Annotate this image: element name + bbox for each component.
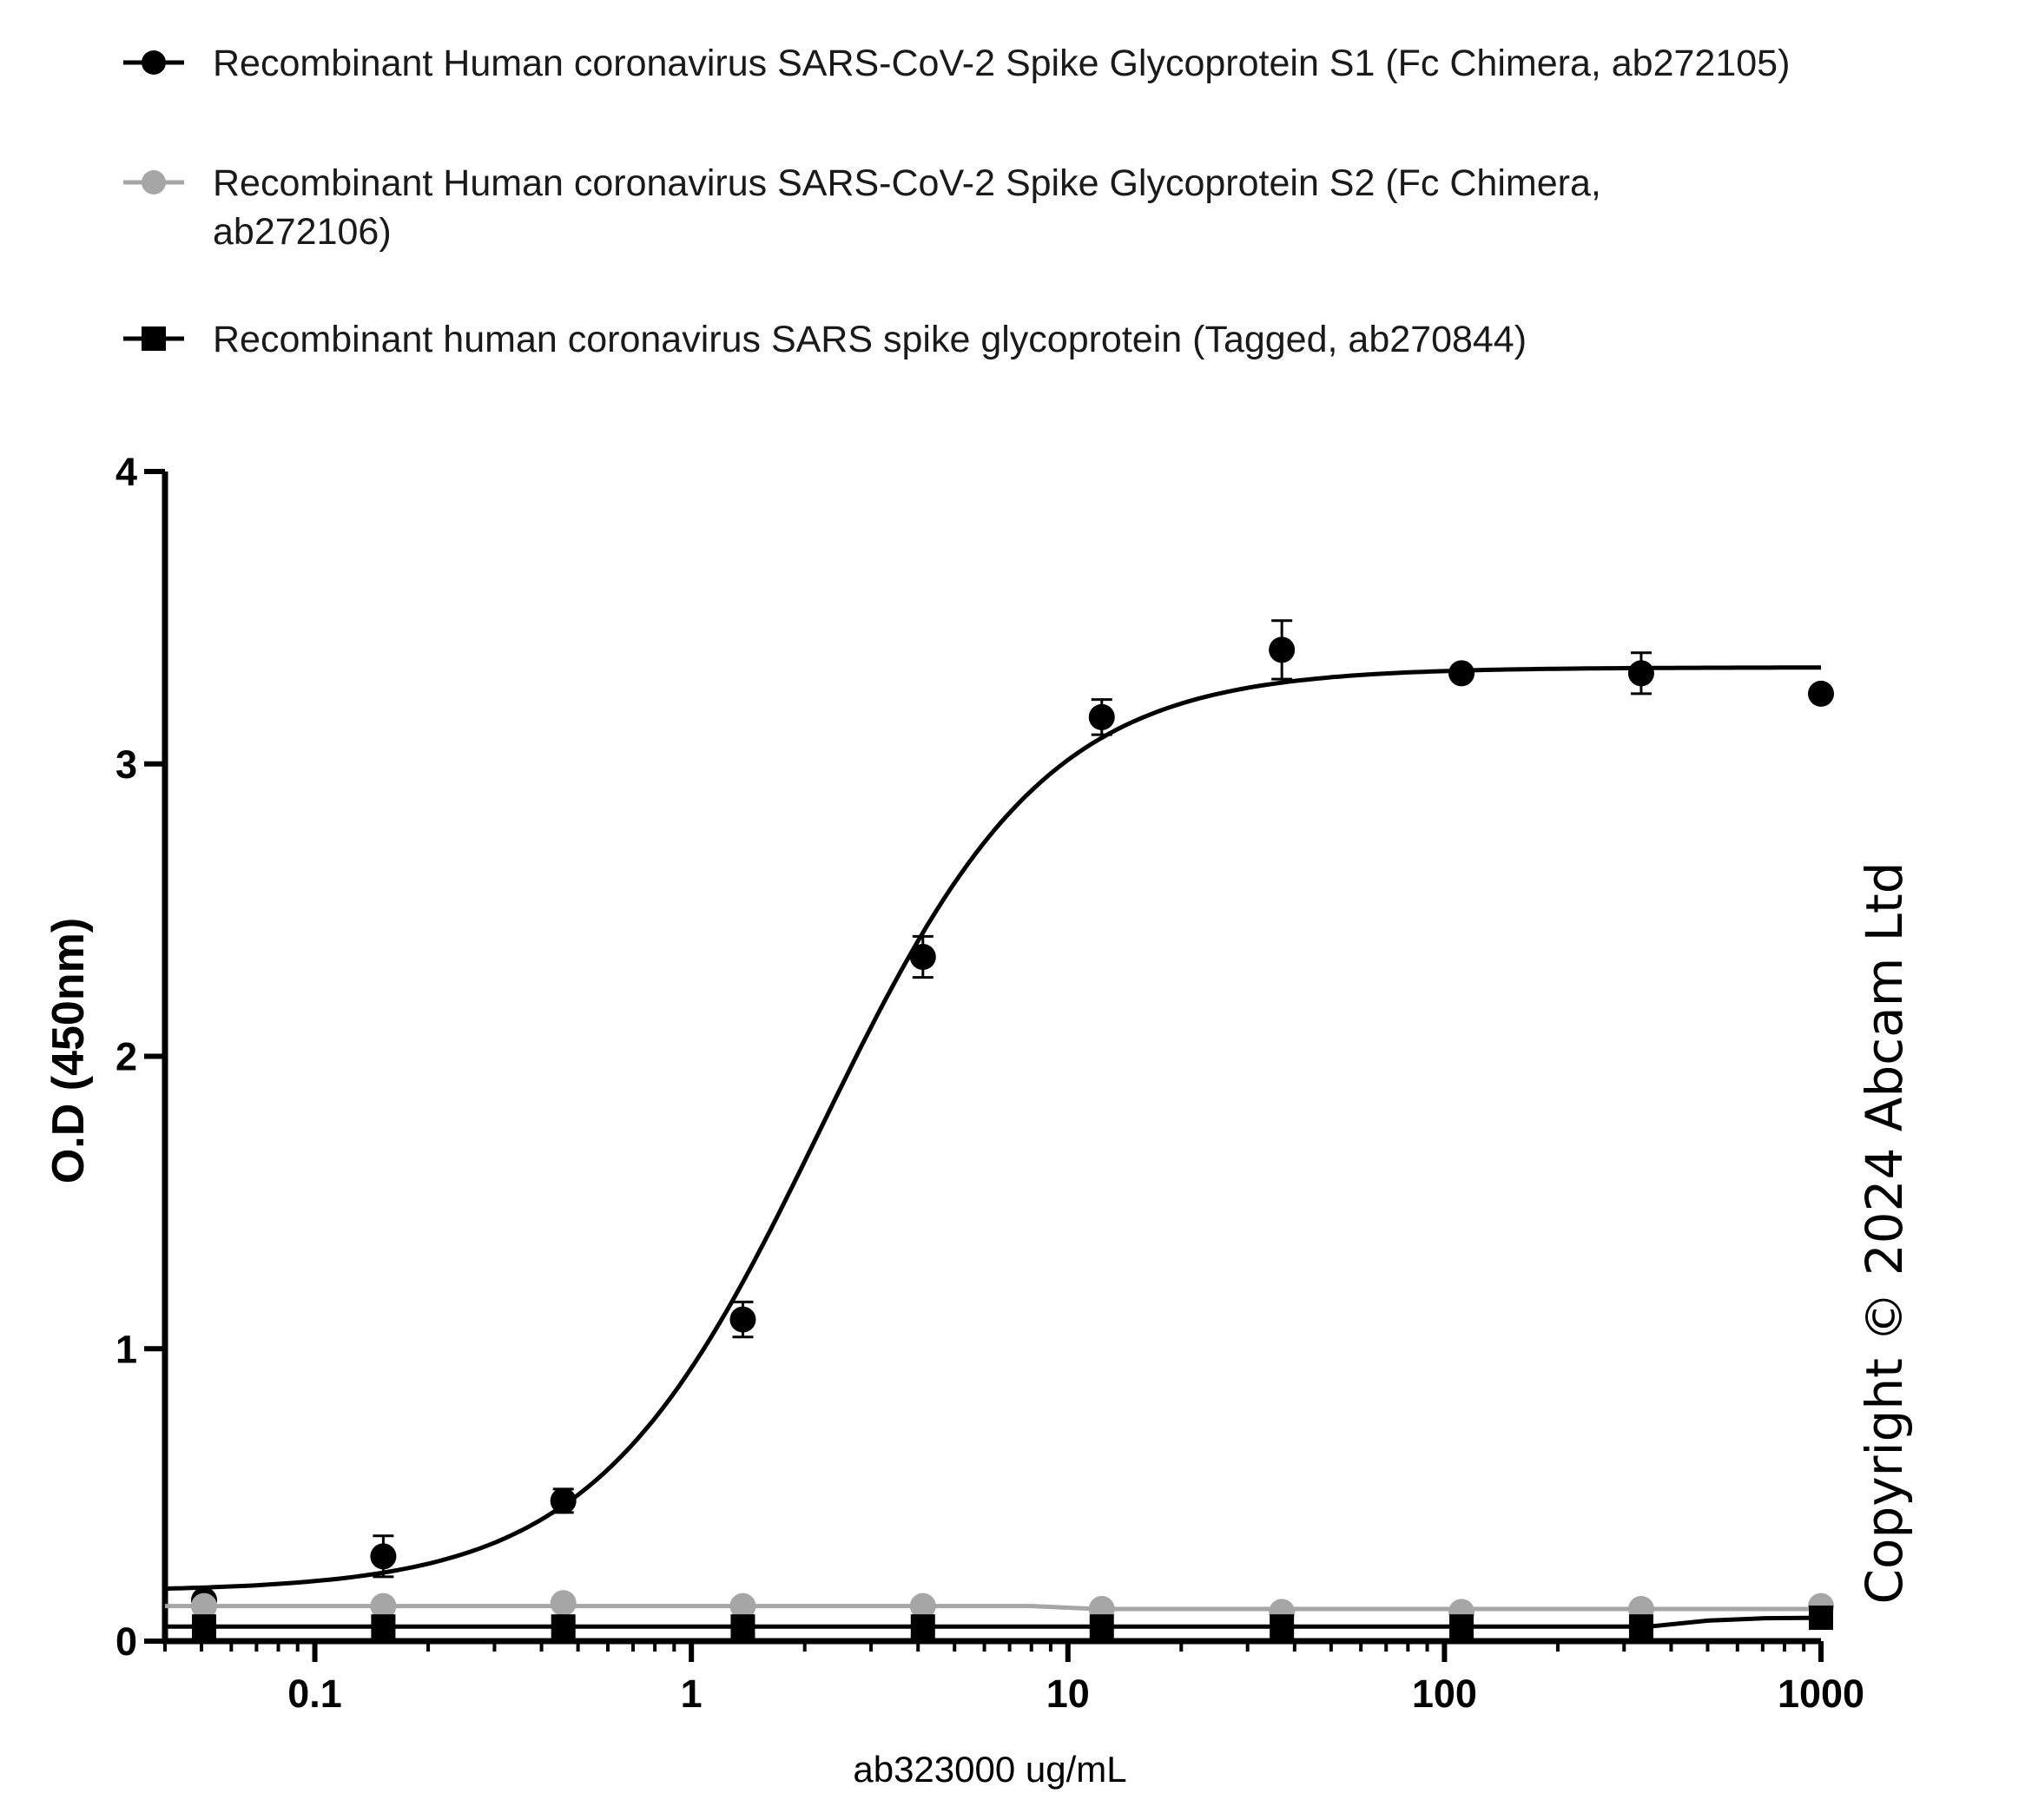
data-point-series-3 [730,1614,755,1639]
data-point-series-3 [1449,1614,1475,1639]
legend-label: Recombinant human coronavirus SARS spike… [213,319,1527,360]
legend-label: Recombinant Human coronavirus SARS-CoV-2… [213,43,1790,84]
x-tick-label: 1 [681,1672,703,1716]
data-point-series-2 [909,1592,936,1619]
data-point-series-3 [1809,1606,1833,1631]
copyright-notice: Copyright © 2024 Abcam Ltd [1855,861,1914,1604]
y-tick-label: 4 [115,450,137,494]
data-point-series-3 [192,1614,217,1639]
data-point-series-1 [1448,660,1475,687]
data-point-series-3 [910,1614,935,1639]
data-point-series-1 [370,1543,397,1570]
data-point-series-1 [1627,660,1654,687]
legend: Recombinant Human coronavirus SARS-CoV-2… [123,43,1790,360]
data-point-series-3 [371,1614,396,1639]
legend-label: Recombinant Human coronavirus SARS-CoV-2… [213,162,1601,204]
data-point-series-1 [729,1306,756,1333]
y-tick-label: 0 [115,1619,137,1664]
data-point-series-2 [550,1590,577,1617]
y-tick-label: 1 [115,1327,137,1371]
legend-item-series-2: Recombinant Human coronavirus SARS-CoV-2… [123,162,1601,253]
data-point-series-3 [1628,1614,1653,1639]
x-tick-label: 10 [1046,1672,1090,1716]
plot-area: 0 1 2 3 4 0.1 1 10 100 1000 [115,450,1864,1716]
fit-curve-series-3 [165,1615,1822,1629]
fit-curve-series-1 [164,665,1821,1592]
data-point-series-2 [191,1592,218,1619]
y-axis-title: O.D (450nm) [43,918,94,1184]
data-point-series-1 [1808,680,1834,707]
data-point-series-3 [1270,1614,1295,1639]
data-point-series-3 [551,1614,576,1639]
legend-item-series-1: Recombinant Human coronavirus SARS-CoV-2… [123,43,1790,84]
data-point-series-1 [550,1487,577,1514]
fit-curve-series-2 [165,1604,1821,1612]
data-point-series-1 [1088,703,1115,730]
legend-marker [142,170,166,195]
data-point-series-1 [909,944,936,971]
x-axis-title: ab323000 ug/mL [853,1749,1126,1790]
fit-curves [164,665,1822,1629]
x-tick-label: 0.1 [287,1672,342,1716]
y-tick-label: 3 [115,742,137,787]
x-tick-label: 100 [1412,1672,1477,1716]
data-point-series-3 [1089,1614,1114,1639]
y-tick-label: 2 [115,1035,137,1079]
x-tick-label: 1000 [1778,1672,1864,1716]
data-point-series-2 [370,1592,397,1619]
data-points [191,619,1834,1639]
data-point-series-1 [1269,636,1296,663]
legend-item-series-3: Recombinant human coronavirus SARS spike… [123,319,1527,360]
axes: 0 1 2 3 4 0.1 1 10 100 1000 [115,450,1864,1716]
legend-marker [142,326,166,351]
legend-label: ab272106) [213,211,392,253]
data-point-series-2 [729,1592,756,1619]
legend-marker [142,50,166,75]
